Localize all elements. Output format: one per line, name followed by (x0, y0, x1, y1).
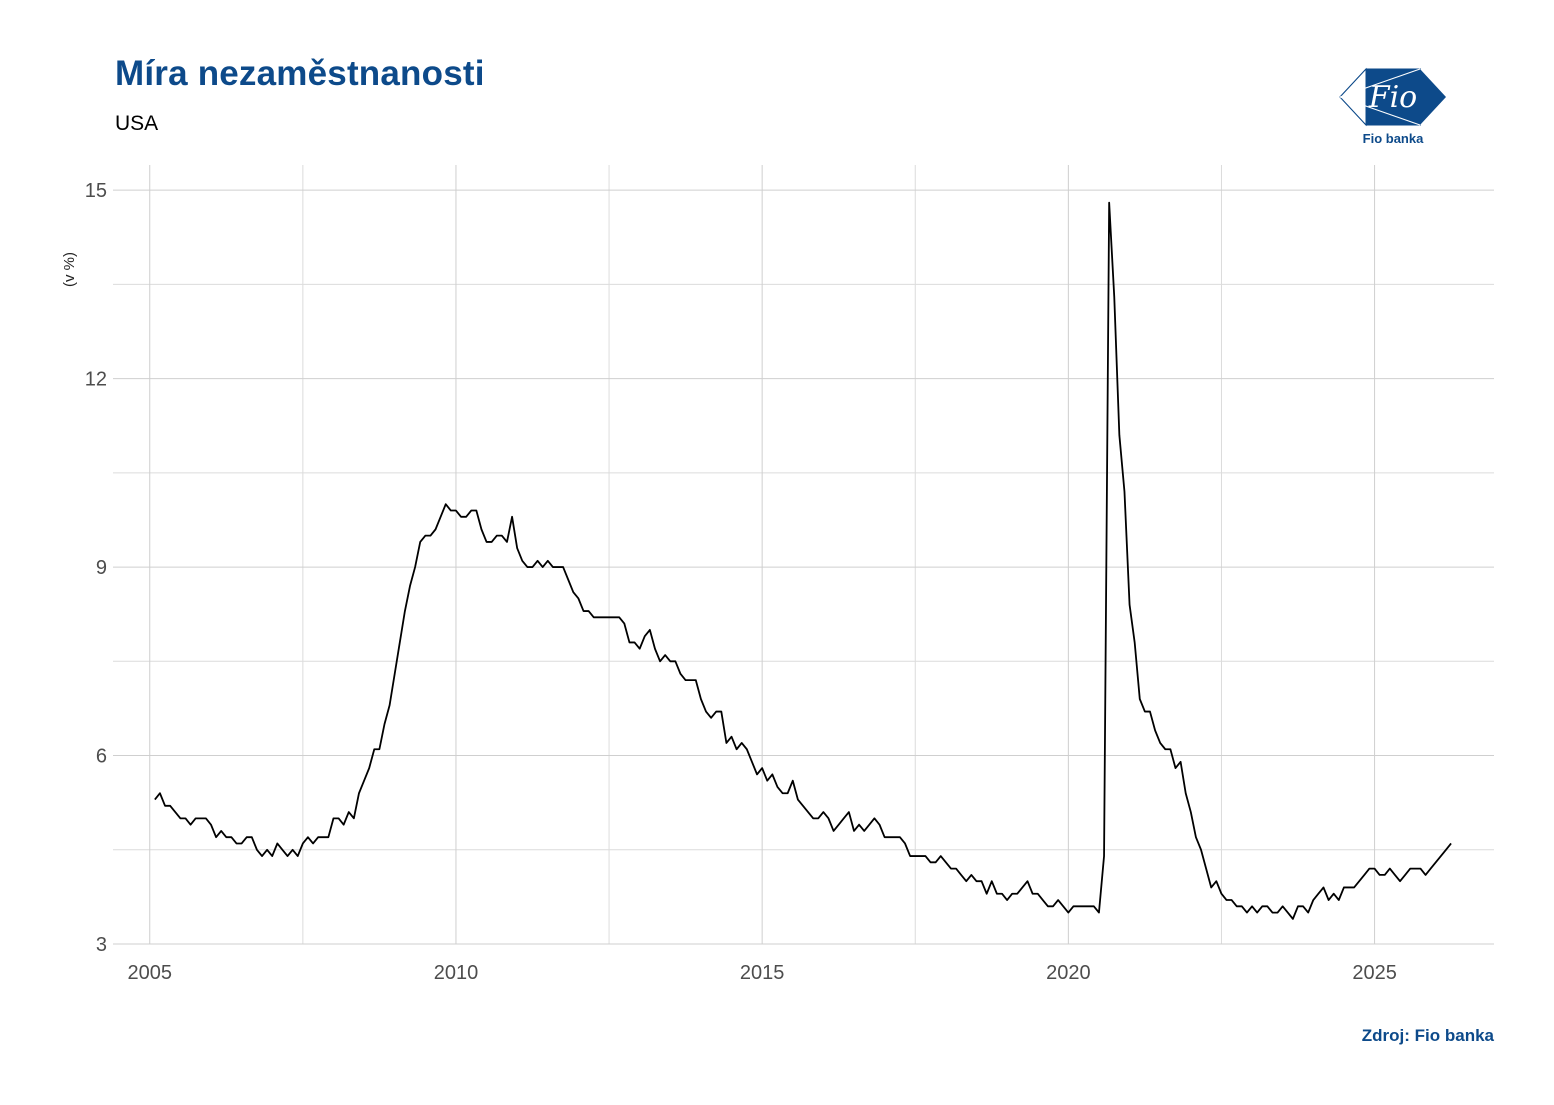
y-tick-label: 12 (85, 369, 107, 391)
y-axis-label: (v %) (61, 252, 78, 287)
chart-subtitle: USA (115, 112, 159, 135)
y-tick-label: 3 (96, 934, 107, 956)
y-tick-label: 6 (96, 746, 107, 768)
x-tick-label: 2005 (127, 962, 172, 984)
fio-logo-icon: Fio Fio banka (1339, 67, 1446, 146)
x-tick-label: 2015 (740, 962, 785, 984)
x-tick-label: 2025 (1352, 962, 1397, 984)
x-tick-label: 2020 (1046, 962, 1091, 984)
logo-mark-text: Fio (1368, 80, 1417, 115)
y-tick-label: 15 (85, 180, 107, 202)
chart-title: Míra nezaměstnanosti (115, 54, 485, 93)
source-note: Zdroj: Fio banka (1361, 1026, 1494, 1045)
logo-caption: Fio banka (1363, 131, 1424, 146)
y-tick-label: 9 (96, 557, 107, 579)
fio-banka-logo: Fio Fio banka (1336, 64, 1450, 148)
series-line-unemployment-rate (154, 201, 1452, 920)
x-tick-label: 2010 (434, 962, 479, 984)
